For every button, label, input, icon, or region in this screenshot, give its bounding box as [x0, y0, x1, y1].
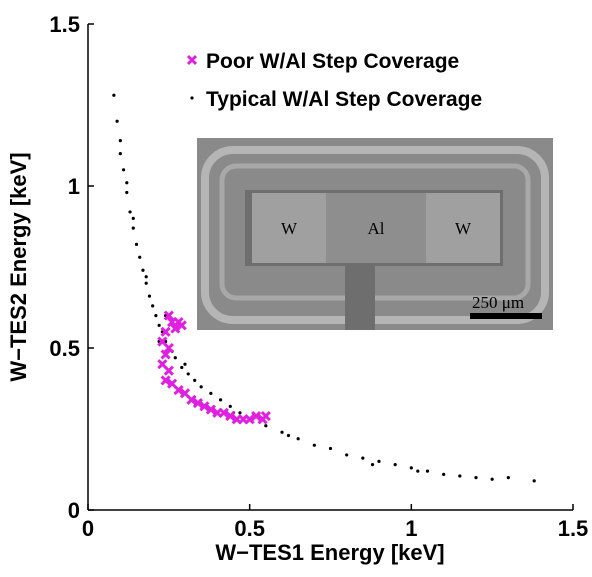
- marker-dot: [490, 477, 494, 481]
- marker-dot: [128, 210, 132, 214]
- marker-x: [163, 310, 174, 321]
- marker-dot: [144, 275, 148, 279]
- marker-x: [173, 385, 184, 396]
- marker-dot: [180, 365, 184, 370]
- y-tick-label: 1.5: [49, 12, 80, 37]
- marker-dot: [377, 459, 381, 463]
- marker-dot: [312, 443, 316, 447]
- marker-x: [163, 365, 174, 376]
- marker-dot: [228, 404, 232, 408]
- marker-dot: [280, 430, 284, 434]
- marker-dot: [370, 463, 375, 467]
- marker-x: [244, 414, 255, 425]
- marker-dot: [125, 181, 129, 185]
- marker-dot: [147, 294, 152, 298]
- marker-x: [225, 410, 236, 422]
- marker-x: [260, 410, 271, 422]
- marker-dot: [328, 446, 333, 451]
- x-axis-label: W−TES1 Energy [keV]: [215, 540, 444, 565]
- legend-label: Poor W/Al Step Coverage: [206, 50, 459, 73]
- x-tick-label: 0: [82, 516, 94, 541]
- marker-dot: [112, 93, 116, 97]
- marker-x: [176, 320, 187, 331]
- marker-dot: [286, 433, 291, 438]
- marker-dot: [144, 281, 148, 285]
- marker-x: [251, 410, 262, 422]
- marker-dot: [154, 314, 158, 318]
- marker-dot: [151, 304, 155, 308]
- marker-x: [170, 323, 181, 334]
- marker-dot: [209, 391, 213, 395]
- marker-x: [218, 407, 229, 418]
- y-axis-label: W−TES2 Energy [keV]: [6, 152, 31, 381]
- marker-dot: [125, 190, 129, 195]
- marker-dot: [474, 476, 478, 480]
- x-tick-label: 1: [405, 516, 417, 541]
- x-tick-label: 1.5: [558, 516, 589, 541]
- marker-dot: [218, 398, 223, 402]
- marker-dot: [532, 479, 536, 483]
- marker-dot: [296, 437, 300, 441]
- marker-dot: [157, 323, 161, 327]
- marker-x: [186, 394, 197, 405]
- marker-x: [205, 404, 216, 415]
- marker-dot: [506, 476, 510, 480]
- marker-dot: [193, 378, 197, 382]
- marker-dot: [409, 466, 413, 470]
- marker-x: [199, 401, 210, 412]
- marker-dot: [118, 139, 122, 143]
- marker-x: [192, 398, 203, 409]
- marker-x: [163, 342, 174, 354]
- marker-dot: [134, 242, 139, 246]
- y-tick-label: 1: [68, 174, 80, 199]
- marker-dot: [183, 362, 187, 366]
- marker-dot: [361, 456, 365, 460]
- marker-dot: [238, 411, 242, 415]
- marker-x: [160, 326, 171, 337]
- x-tick-label: 0.5: [234, 516, 265, 541]
- marker-dot: [393, 463, 397, 467]
- inset-label: W: [455, 219, 472, 238]
- marker-x: [160, 375, 171, 386]
- inset-label: Al: [368, 219, 385, 238]
- marker-dot: [199, 385, 203, 389]
- marker-dot: [416, 469, 420, 473]
- marker-dot: [121, 168, 126, 172]
- marker-dot: [131, 226, 135, 230]
- marker-dot: [141, 268, 145, 272]
- marker-dot: [131, 216, 135, 220]
- scale-bar-label: 250 μm: [472, 293, 524, 312]
- y-tick-label: 0: [68, 498, 80, 523]
- marker-dot: [345, 453, 349, 457]
- marker-x: [160, 349, 171, 360]
- legend-marker: [186, 54, 198, 66]
- marker-dot: [173, 356, 177, 360]
- legend-label: Typical W/Al Step Coverage: [206, 88, 482, 111]
- marker-dot: [115, 119, 119, 123]
- y-tick-label: 0.5: [49, 336, 80, 361]
- marker-dot: [138, 255, 142, 259]
- legend-marker: [190, 96, 194, 100]
- marker-dot: [186, 372, 190, 376]
- marker-dot: [425, 469, 430, 473]
- marker-dot: [264, 424, 268, 428]
- marker-dot: [118, 152, 122, 156]
- marker-dot: [458, 474, 462, 478]
- marker-dot: [442, 472, 446, 476]
- inset-label: W: [281, 219, 298, 238]
- inset-image: [197, 138, 553, 330]
